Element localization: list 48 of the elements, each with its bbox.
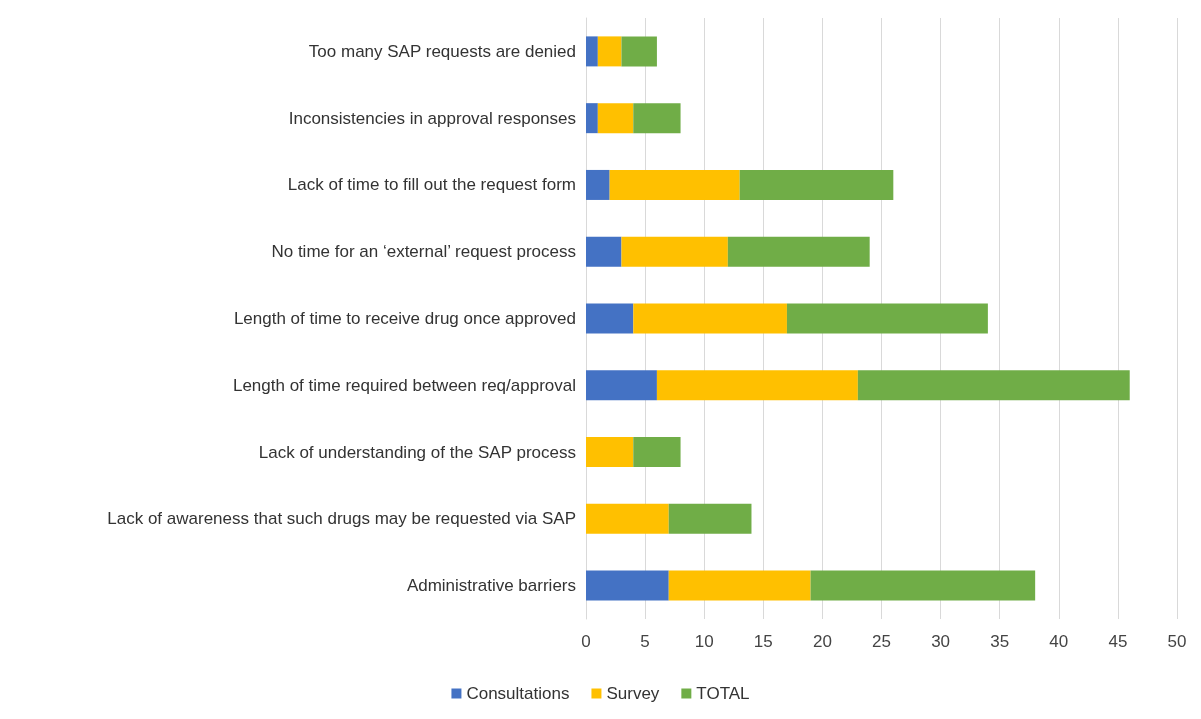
y-tick-label: Lack of time to fill out the request form <box>287 175 576 195</box>
bar <box>586 236 622 267</box>
x-tick-label: 5 <box>640 632 650 651</box>
y-tick-label: Inconsistencies in approval responses <box>288 108 576 128</box>
y-tick-label: Administrative barriers <box>406 576 576 596</box>
y-tick-label: No time for an ‘external’ request process <box>271 242 576 262</box>
bar <box>727 236 870 267</box>
bar <box>597 36 622 67</box>
bar <box>586 570 669 601</box>
bar <box>857 370 1130 401</box>
x-tick-label: 25 <box>872 632 891 651</box>
x-tick-label: 50 <box>1167 632 1187 651</box>
y-tick-label: Lack of understanding of the SAP process <box>258 442 576 462</box>
legend-label: Survey <box>606 684 660 703</box>
bar <box>609 169 740 200</box>
x-tick-label: 20 <box>812 632 832 651</box>
bar <box>586 303 634 334</box>
x-tick-label: 40 <box>1049 632 1069 651</box>
bar <box>586 370 657 401</box>
y-tick-label: Lack of awareness that such drugs may be requested via SAP <box>107 509 576 529</box>
bar <box>621 36 657 67</box>
legend-label: Consultations <box>466 684 570 703</box>
x-tick-label: 35 <box>990 632 1010 651</box>
bar <box>668 570 811 601</box>
x-tick-label: 30 <box>931 632 951 651</box>
bar <box>786 303 988 334</box>
bar <box>621 236 728 267</box>
bar <box>810 570 1036 601</box>
bar <box>586 503 669 534</box>
bar <box>668 503 752 534</box>
bar <box>586 437 634 468</box>
bar <box>633 303 787 334</box>
y-tick-label: Too many SAP requests are denied <box>308 41 576 61</box>
bar <box>597 103 634 134</box>
bar <box>633 103 681 134</box>
bar <box>739 169 894 200</box>
x-tick-label: 0 <box>581 632 591 651</box>
y-tick-label: Length of time required between req/approval <box>232 375 576 395</box>
bar <box>656 370 858 401</box>
bar <box>633 437 681 468</box>
y-tick-label: Length of time to receive drug once approved <box>233 309 576 328</box>
x-tick-label: 10 <box>694 632 714 651</box>
bar <box>586 103 598 134</box>
bar <box>586 169 610 200</box>
x-tick-label: 15 <box>753 632 773 651</box>
legend-label: TOTAL <box>696 684 750 703</box>
bar <box>586 36 598 67</box>
x-tick-label: 45 <box>1108 632 1128 651</box>
